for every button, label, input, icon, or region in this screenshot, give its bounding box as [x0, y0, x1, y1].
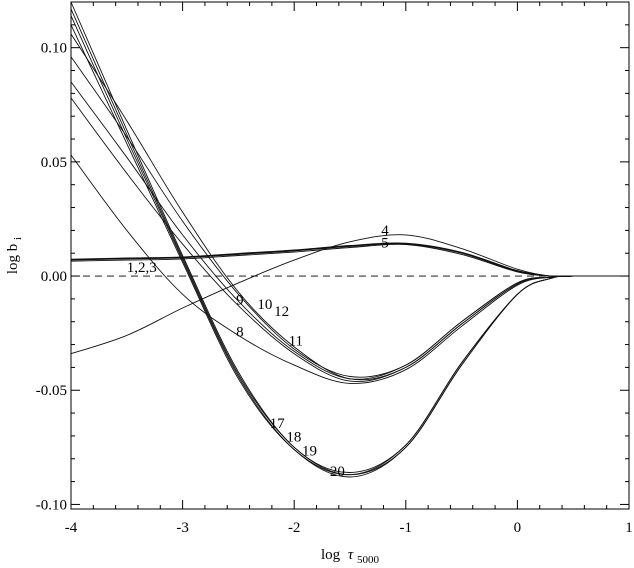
series-line-12 [70, 56, 630, 378]
series-line-4 [70, 234, 629, 355]
series-line-20 [70, 1, 630, 473]
series-line-17 [70, 24, 630, 476]
curve-label: 10 [257, 297, 272, 313]
curve-label: 12 [274, 304, 289, 320]
x-axis-label-sub: 5000 [357, 554, 380, 566]
x-tick-label: 1 [625, 520, 633, 536]
curve-label: 20 [330, 464, 345, 480]
x-tick-label: -1 [400, 520, 413, 536]
curve-label: 9 [236, 293, 244, 309]
curve-label: 1,2,3 [127, 260, 157, 276]
y-tick-label: 0.05 [41, 155, 67, 171]
y-axis-label-sub: i [12, 237, 24, 240]
y-tick-label: 0.10 [41, 41, 67, 57]
curve-label: 11 [289, 334, 303, 350]
tick-layer: -4 -3 -2 -1 0 1 -0.10 -0.05 0.00 0.05 0.10 [36, 1, 633, 536]
curve-label: 18 [286, 430, 301, 446]
y-tick-label: 0.00 [41, 269, 67, 285]
curve-label: 17 [270, 416, 286, 432]
x-tick-label: -3 [176, 520, 189, 536]
series-line-10 [70, 81, 630, 380]
series-line-9 [70, 97, 630, 383]
y-tick-label: -0.10 [36, 497, 67, 513]
curve-label: 8 [236, 325, 244, 341]
x-axis-label-log: log [321, 547, 341, 563]
curve-label: 5 [381, 236, 389, 252]
series-line-5 [70, 243, 629, 277]
y-tick-label: -0.05 [36, 383, 67, 399]
curve-label: 4 [381, 223, 389, 239]
plot-frame [70, 1, 630, 510]
y-axis-label-main: log b [5, 244, 21, 274]
series-line-11 [70, 33, 630, 381]
curve-label: 19 [302, 443, 317, 459]
x-axis-label: log τ 5000 [321, 547, 380, 566]
x-tick-label: -2 [288, 520, 301, 536]
x-axis-label-tau: τ [348, 547, 354, 563]
curve-layer [70, 1, 630, 478]
y-axis-label: log b i [5, 237, 24, 274]
x-tick-label: 0 [514, 520, 522, 536]
x-tick-label: -4 [65, 520, 78, 536]
